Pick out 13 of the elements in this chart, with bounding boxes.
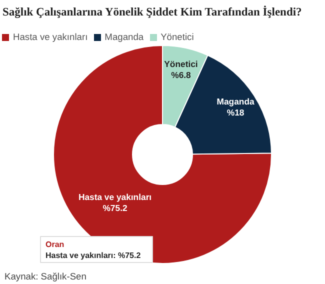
slice-label: Yönetici <box>164 58 198 69</box>
text: Hasta ve yakınları: %75.2 <box>46 251 142 260</box>
legend-label: Hasta ve yakınları <box>13 32 88 42</box>
legend-label: Yönetici <box>160 32 194 42</box>
legend-label: Maganda <box>104 32 144 42</box>
data-label: %6.8 <box>171 70 192 80</box>
slice-label: Maganda <box>216 96 254 106</box>
data-label: %75.2 <box>102 203 128 214</box>
text: Kaynak: Sağlık-Sen <box>4 272 86 282</box>
chart-title: Sağlık Çalışanlarına Yönelik Şiddet Kim Tarafından İşlendi? <box>2 6 302 18</box>
data-label: %18 <box>226 107 244 118</box>
slice-label: Hasta ve yakınları <box>78 192 152 202</box>
text: Oran <box>46 240 64 249</box>
